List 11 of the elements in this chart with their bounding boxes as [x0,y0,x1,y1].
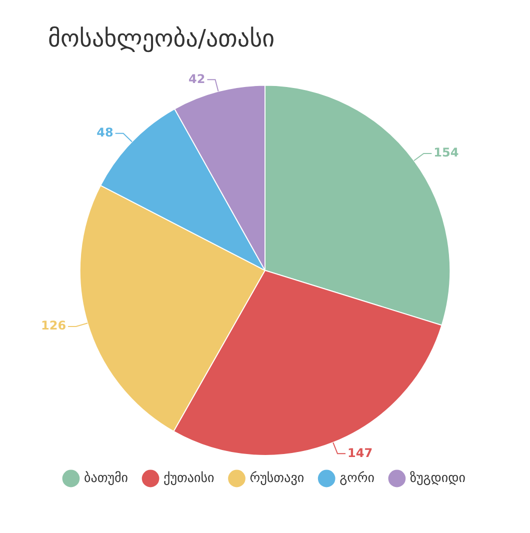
legend-label: ქუთაისი [164,470,215,486]
data-label: 126 [40,318,66,333]
data-label: 42 [188,72,206,86]
data-label: 48 [96,126,114,140]
legend-label: ბათუმი [84,470,128,486]
chart-title: მოსახლეობა/ათასი [48,24,275,53]
legend-label: ზუგდიდი [410,470,466,486]
data-label: 147 [348,446,373,460]
legend-label: რუსთავი [250,470,304,486]
legend-label: გორი [340,470,375,486]
data-label: 154 [434,146,459,160]
